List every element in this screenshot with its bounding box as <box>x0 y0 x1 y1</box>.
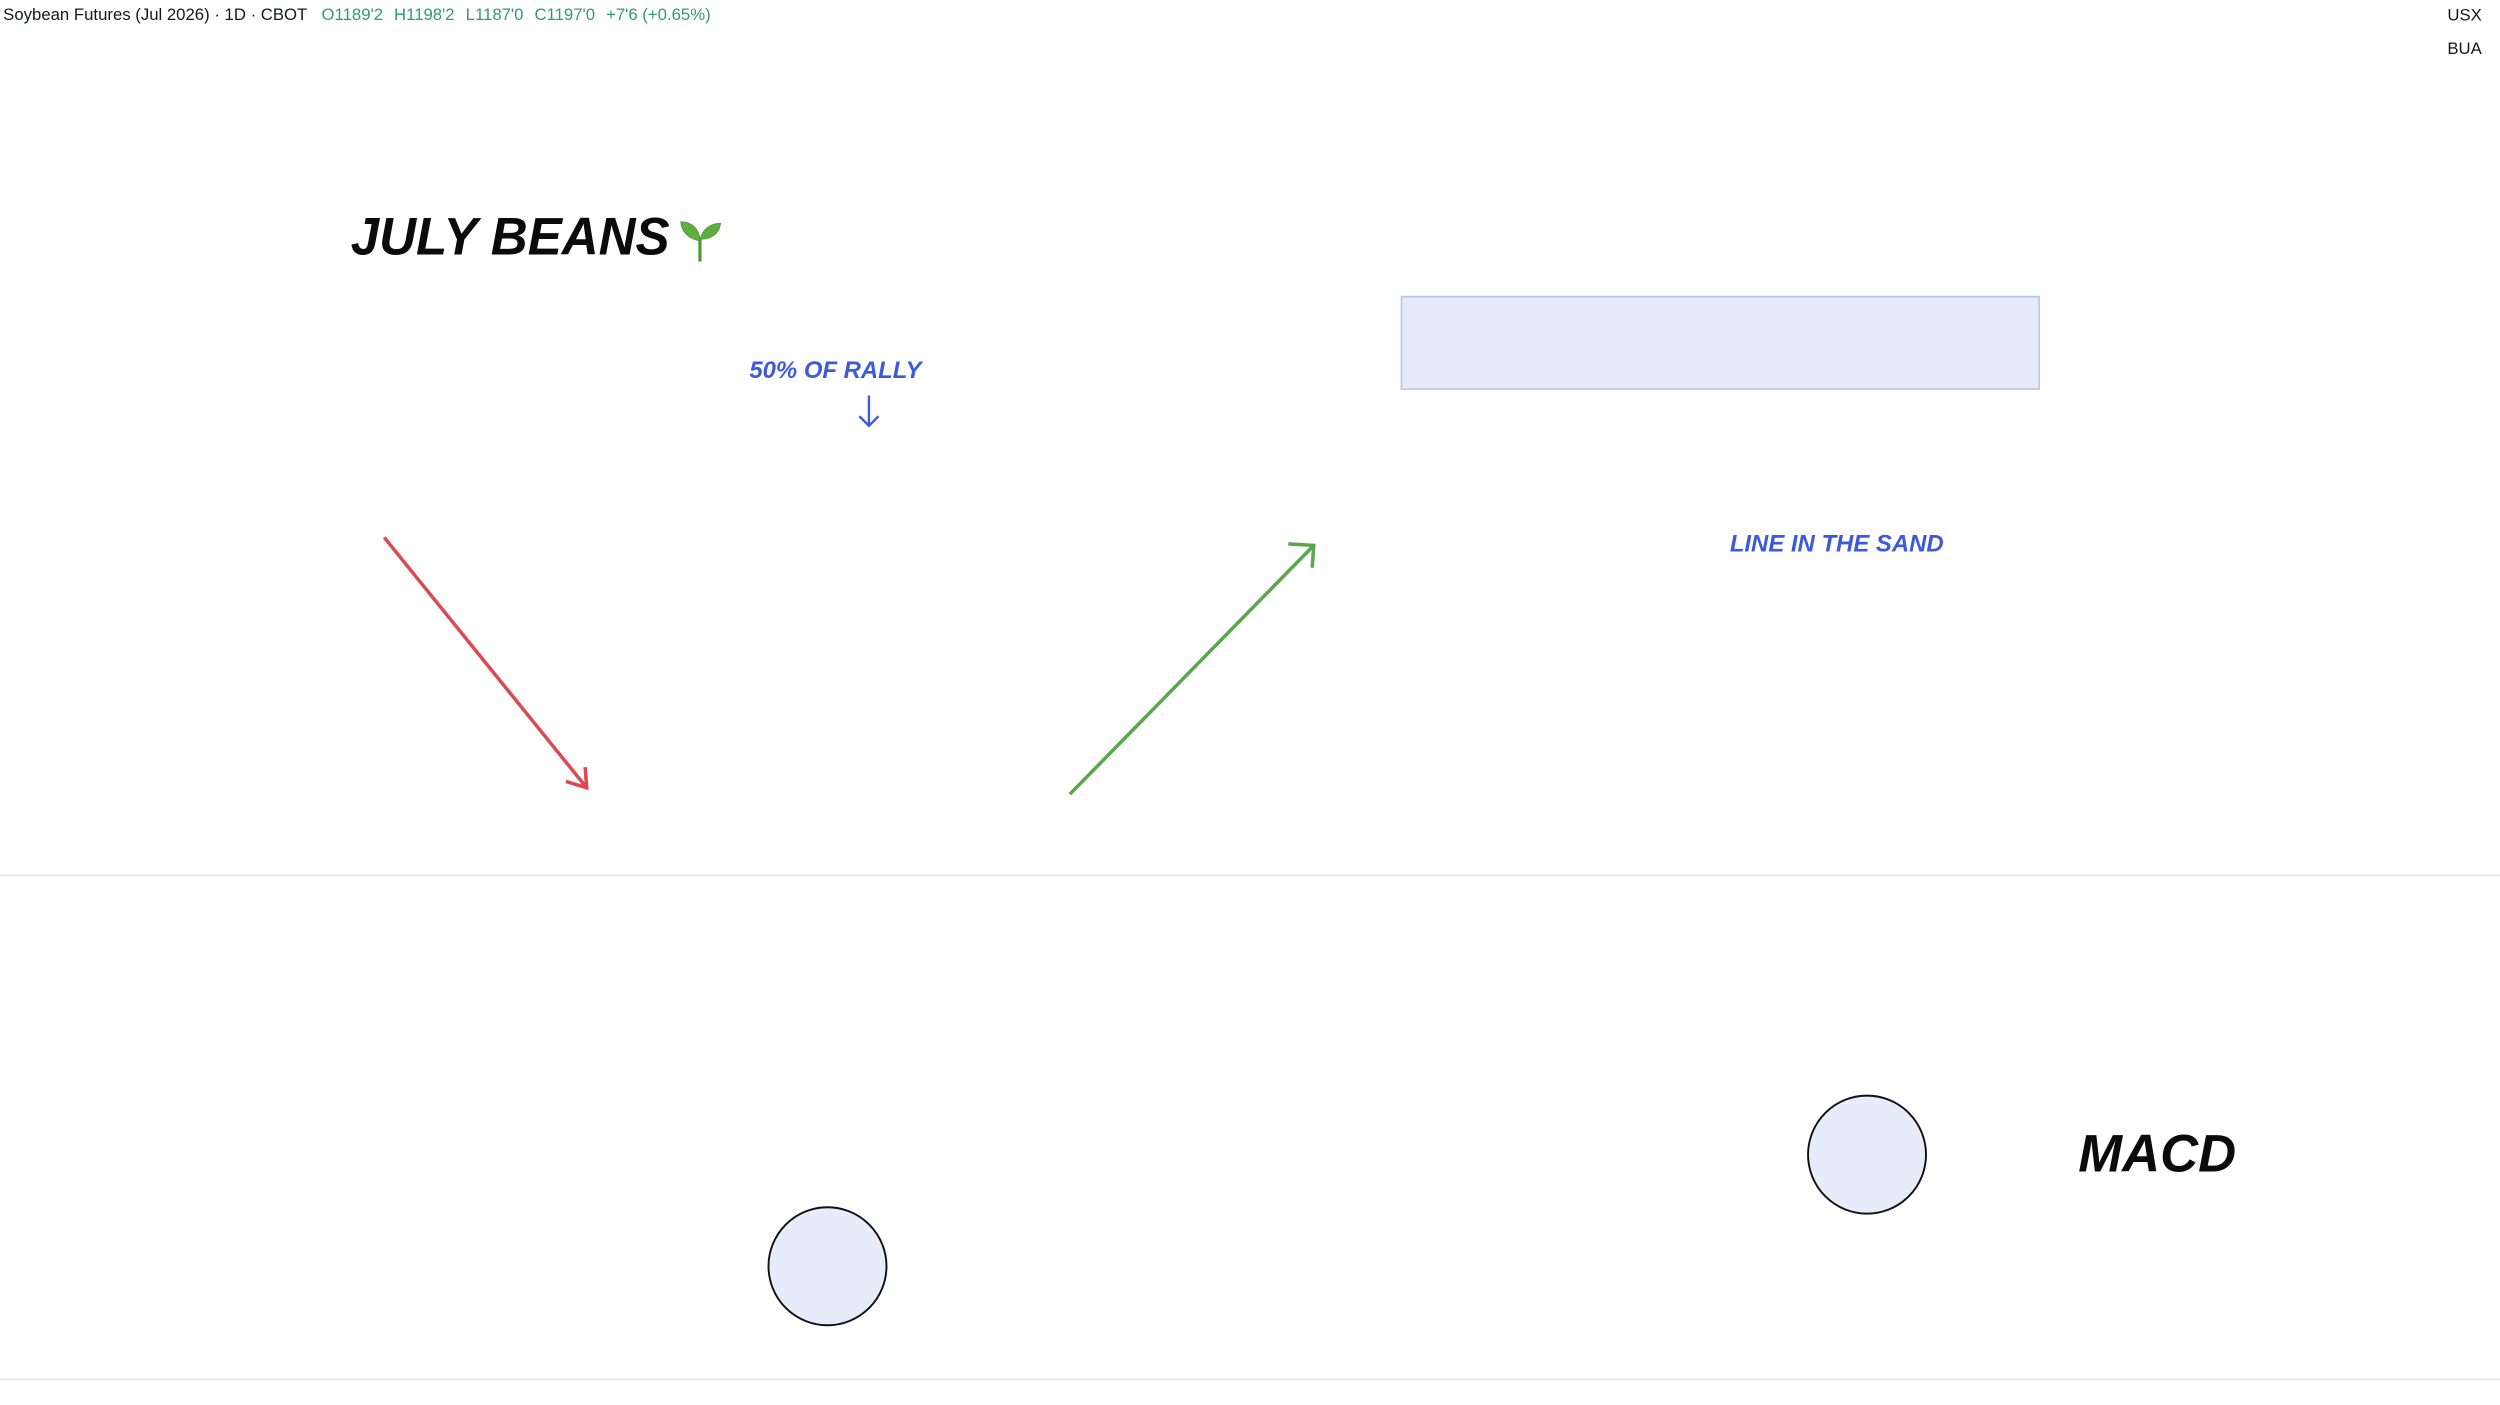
sprout-icon <box>680 221 722 262</box>
unit: BUA <box>2447 39 2482 58</box>
annotation: LINE IN THE SAND <box>1730 531 1944 558</box>
change-value: +7'6 (+0.65%) <box>606 5 711 24</box>
annotation: 50% OF RALLY <box>749 357 923 384</box>
rally-arrow <box>858 395 880 428</box>
macd-title: MACD <box>2078 1125 2236 1184</box>
annotation-layer: JULY BEANS 50% OF RALLY LINE IN THE SAND… <box>0 5 2500 1381</box>
highlight-circle <box>1807 1094 1927 1215</box>
close-value: C1197'0 <box>534 5 595 24</box>
highlight-circle <box>767 1206 888 1327</box>
chart-title: JULY BEANS <box>351 208 670 267</box>
symbol-title: Soybean Futures (Jul 2026) · 1D · CBOT <box>3 5 307 24</box>
open-value: O1189'2 <box>322 5 384 24</box>
background-layer <box>1400 295 2041 390</box>
consolidation-box <box>1400 295 2041 390</box>
currency: USX <box>2447 5 2481 24</box>
down-arrow <box>382 536 589 791</box>
low-value: L1187'0 <box>466 5 524 24</box>
up-arrow <box>1068 542 1316 796</box>
header: Soybean Futures (Jul 2026) · 1D · CBOT O… <box>3 5 710 24</box>
high-value: H1198'2 <box>394 5 455 24</box>
